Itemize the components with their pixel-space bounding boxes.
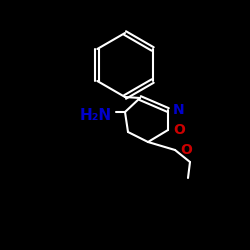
Text: H₂N: H₂N [80,108,112,124]
Text: N: N [173,103,184,117]
Text: O: O [173,123,185,137]
Text: O: O [180,143,192,157]
